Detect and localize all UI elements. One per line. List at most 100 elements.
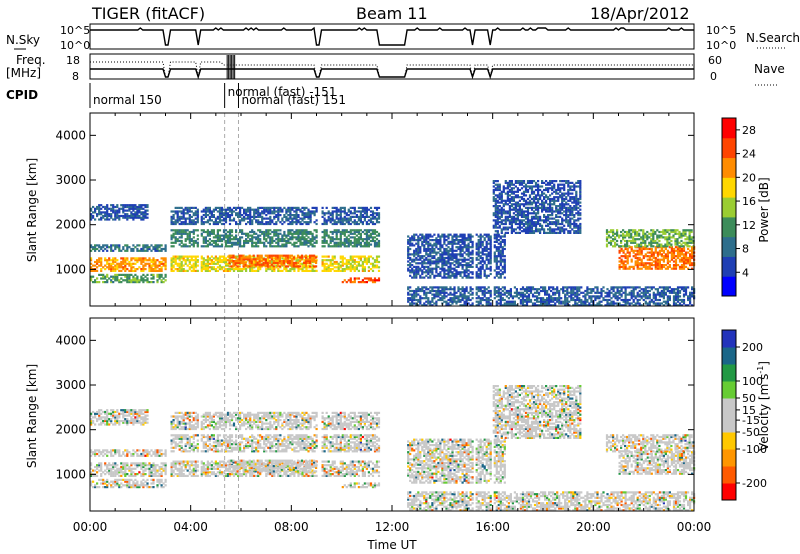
power-cell xyxy=(489,244,492,247)
power-cell xyxy=(377,241,381,244)
power-cell xyxy=(530,226,534,229)
power-cell xyxy=(311,234,314,237)
power-cell xyxy=(359,245,362,248)
power-cell xyxy=(228,232,232,235)
power-cell xyxy=(271,269,274,272)
power-cell xyxy=(512,196,515,199)
power-cell xyxy=(349,277,352,280)
power-cell xyxy=(435,300,438,303)
power-cell xyxy=(522,224,526,227)
power-cell xyxy=(435,271,438,274)
power-cell xyxy=(529,298,533,302)
power-cell xyxy=(377,279,381,282)
power-cell xyxy=(343,229,346,232)
power-cell xyxy=(365,239,368,243)
power-cell xyxy=(415,288,418,291)
power-cell xyxy=(503,262,506,265)
power-cell xyxy=(142,257,145,260)
power-cell xyxy=(505,289,508,293)
power-cell xyxy=(447,276,450,279)
power-cell xyxy=(485,240,488,243)
power-cell xyxy=(313,256,316,259)
power-cell xyxy=(537,194,540,197)
power-cell xyxy=(267,206,270,209)
power-cell xyxy=(660,302,663,305)
power-cell xyxy=(497,293,500,296)
power-cell xyxy=(100,259,103,262)
power-cell xyxy=(266,256,269,259)
power-cell xyxy=(487,253,490,256)
power-cell xyxy=(160,257,163,260)
power-cell xyxy=(518,231,521,234)
power-cell xyxy=(291,208,294,211)
power-cell xyxy=(347,241,350,244)
power-cell xyxy=(216,269,219,272)
power-cell xyxy=(134,204,137,207)
power-cell xyxy=(245,210,248,213)
power-cell xyxy=(216,239,219,243)
power-cell xyxy=(333,241,336,244)
power-cell xyxy=(580,300,583,303)
power-cell xyxy=(200,219,203,222)
power-cell xyxy=(239,239,242,243)
power-cell xyxy=(678,291,682,294)
power-cell xyxy=(142,269,145,272)
power-cell xyxy=(602,298,605,302)
power-cell xyxy=(425,291,428,294)
power-cell xyxy=(210,212,213,215)
power-cell xyxy=(534,228,538,231)
power-cell xyxy=(433,251,436,254)
power-cell xyxy=(626,293,629,296)
power-cell xyxy=(253,260,256,264)
power-cell xyxy=(278,254,281,257)
power-cell xyxy=(114,260,117,264)
power-cell xyxy=(176,255,179,258)
power-cell xyxy=(245,234,248,237)
power-cell xyxy=(313,206,316,209)
power-cell xyxy=(586,304,589,307)
power-cell xyxy=(365,260,368,264)
power-cell xyxy=(413,253,416,256)
power-cell xyxy=(96,247,99,251)
power-cell xyxy=(174,222,177,226)
power-cell xyxy=(228,239,232,243)
power-cell xyxy=(423,297,426,300)
power-cell xyxy=(544,289,547,293)
power-cell xyxy=(176,210,179,213)
power-cell xyxy=(264,260,267,263)
power-cell xyxy=(437,242,440,245)
power-cell xyxy=(296,254,300,257)
power-cell xyxy=(174,206,177,209)
power-cell xyxy=(186,255,189,258)
power-cell xyxy=(516,201,519,204)
power-cell xyxy=(443,272,446,276)
power-cell xyxy=(610,288,613,291)
power-cell xyxy=(311,238,314,241)
power-cell xyxy=(530,208,534,211)
power-cell xyxy=(550,298,553,302)
power-cell xyxy=(321,236,324,239)
power-cell xyxy=(255,208,258,211)
power-cell xyxy=(516,203,519,206)
power-cell xyxy=(263,236,266,239)
power-cell xyxy=(184,245,187,248)
power-cell xyxy=(646,297,649,300)
power-cell xyxy=(305,268,308,271)
nave-line xyxy=(90,61,694,78)
power-cell xyxy=(118,264,121,267)
power-cell xyxy=(427,276,430,279)
power-cell xyxy=(341,217,344,220)
power-cell xyxy=(425,242,428,245)
power-cell xyxy=(335,232,338,235)
power-cell xyxy=(204,230,207,234)
power-cell xyxy=(515,293,518,296)
power-cell xyxy=(186,208,189,211)
power-cell xyxy=(441,246,444,249)
power-cell xyxy=(514,180,517,183)
date-title: 18/Apr/2012 xyxy=(590,4,690,23)
power-cell xyxy=(514,201,517,204)
power-cell xyxy=(311,239,314,243)
power-cell xyxy=(501,297,504,300)
power-cell xyxy=(100,218,103,221)
power-cell xyxy=(596,304,599,307)
